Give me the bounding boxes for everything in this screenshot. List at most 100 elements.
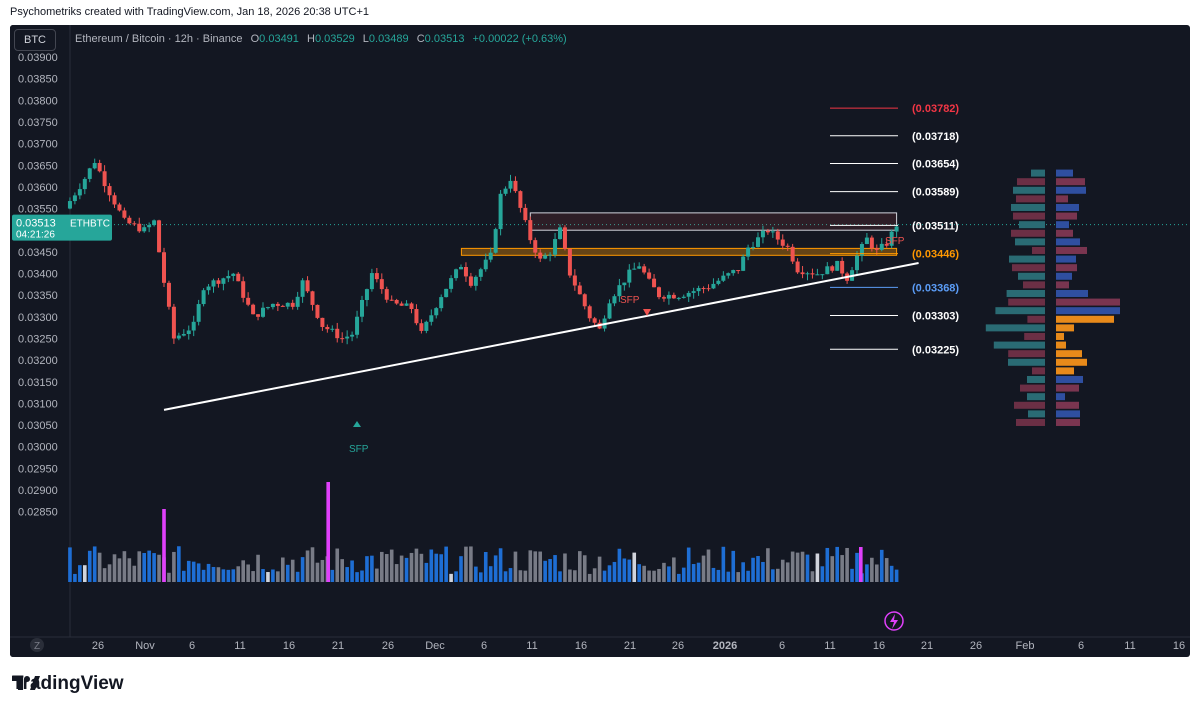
price-level-label: (0.03654) — [912, 159, 959, 171]
candle-body — [889, 231, 894, 246]
volume-profile-bar — [1011, 229, 1045, 237]
volume-bar — [672, 557, 676, 582]
x-tick-label: 6 — [1078, 640, 1084, 652]
volume-bar — [597, 556, 602, 582]
y-tick-label: 0.03450 — [18, 247, 58, 259]
candle-body — [473, 276, 478, 286]
volume-bar — [691, 564, 696, 582]
candle-body — [181, 334, 186, 336]
volume-bar — [686, 547, 691, 582]
candle-body — [87, 168, 92, 179]
candle-body — [726, 273, 731, 276]
candle-body — [379, 279, 384, 290]
legend-close: 0.03513 — [424, 33, 465, 45]
candle-body — [374, 273, 379, 280]
candle-body — [770, 231, 775, 233]
candle-body — [265, 307, 270, 309]
volume-bar — [488, 566, 493, 582]
candle-body — [176, 335, 181, 339]
x-tick-label: 6 — [779, 640, 785, 652]
symbol-badge[interactable]: BTC — [14, 29, 56, 51]
x-tick-label: 11 — [824, 640, 835, 652]
volume-bar — [726, 571, 731, 582]
chart-panel[interactable]: 0.03900 0.03850 0.03800 0.03750 0.03700 0.036… — [10, 25, 1190, 657]
price-chart[interactable]: 0.03900 0.03850 0.03800 0.03750 0.03700 0.036… — [10, 25, 1190, 657]
volume-profile-bar — [1056, 393, 1065, 401]
volume-bar — [191, 561, 196, 582]
volume-bar — [508, 568, 513, 582]
volume-profile-bar — [1056, 307, 1120, 315]
volume-bar — [394, 564, 399, 582]
x-tick-label: 11 — [526, 640, 537, 652]
candle-body — [780, 239, 785, 246]
candle-body — [246, 297, 251, 305]
candle-body — [751, 246, 756, 248]
volume-bar — [340, 559, 344, 582]
volume-bar — [464, 546, 468, 582]
candle-body — [166, 282, 171, 307]
candle-body — [211, 280, 216, 287]
volume-bar — [795, 552, 800, 582]
candle-body — [434, 308, 439, 316]
x-tick-label: 6 — [481, 640, 487, 652]
volume-bar — [884, 558, 889, 582]
volume-profile-bar — [1056, 289, 1088, 297]
volume-bar — [295, 571, 300, 582]
volume-bar — [894, 569, 899, 582]
volume-bar — [177, 546, 181, 582]
candle-body — [364, 289, 369, 300]
y-tick-label: 0.03250 — [18, 333, 58, 345]
candle-body — [162, 252, 166, 283]
volume-bar — [746, 570, 750, 582]
candle-body — [696, 288, 701, 292]
candle-body — [617, 285, 622, 297]
volume-bar — [246, 564, 250, 582]
candle-body — [731, 270, 736, 274]
volume-bar — [196, 563, 201, 582]
candle-body — [369, 273, 374, 290]
y-tick-label: 0.03150 — [18, 377, 58, 389]
candle-body — [592, 318, 597, 323]
volume-bar — [741, 562, 745, 582]
candle-body — [275, 303, 280, 306]
x-tick-label: 26 — [672, 640, 684, 652]
volume-bar — [830, 556, 835, 582]
volume-profile-bar — [1056, 238, 1080, 246]
volume-bar — [553, 555, 557, 582]
tradingview-logo-icon — [12, 676, 40, 690]
volume-bar — [573, 570, 577, 582]
x-tick-label: 26 — [92, 640, 104, 652]
volume-bar — [558, 571, 562, 582]
tradingview-logo[interactable]: TradingView — [12, 673, 124, 695]
legend-pair[interactable]: Ethereum / Bitcoin · 12h · Binance — [75, 33, 243, 45]
y-tick-label: 0.03800 — [18, 95, 58, 107]
volume-bar — [602, 570, 607, 582]
candle-body — [810, 273, 815, 275]
candle-body — [864, 237, 869, 245]
candle-body — [236, 273, 241, 282]
volume-bar — [870, 557, 874, 582]
volume-profile-bar — [1056, 169, 1073, 177]
x-tick-label: 16 — [575, 640, 587, 652]
lightning-icon-glyph — [890, 614, 898, 629]
volume-bar — [434, 553, 439, 582]
volume-bar — [483, 551, 488, 582]
candle-body — [859, 244, 864, 256]
candle-body — [528, 220, 533, 241]
price-level-label: (0.03511) — [912, 220, 959, 232]
volume-bar — [409, 552, 414, 582]
y-tick-label: 0.03850 — [18, 74, 58, 86]
volume-bar — [810, 571, 815, 582]
tradingview-logo-text: TradingView — [12, 673, 124, 694]
candle-body — [201, 290, 206, 305]
candle-body — [171, 306, 176, 339]
candle-body — [419, 323, 424, 331]
volume-bar — [87, 550, 92, 582]
x-tick-label: 11 — [1124, 640, 1135, 652]
volume-bar — [172, 551, 176, 582]
candle-body — [647, 272, 652, 279]
candle-body — [795, 261, 800, 273]
volume-bar — [780, 559, 785, 582]
candle-body — [691, 291, 696, 293]
candle-body — [805, 273, 810, 275]
